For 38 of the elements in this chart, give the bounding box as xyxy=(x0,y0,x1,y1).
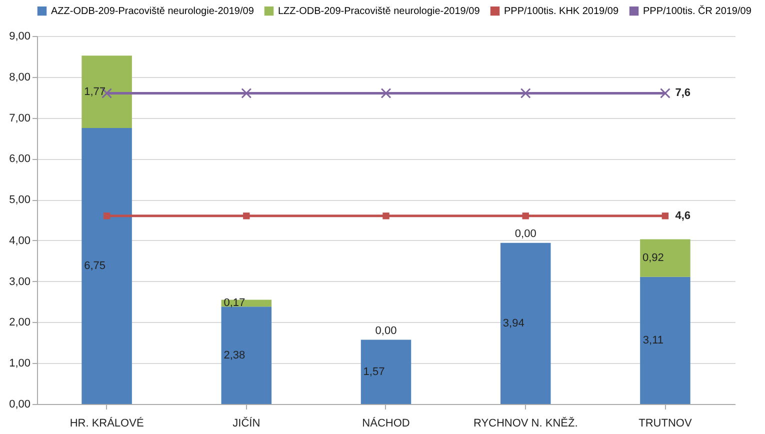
bar xyxy=(500,242,551,404)
legend-label: PPP/100tis. ČR 2019/09 xyxy=(643,5,752,18)
x-tick-label: TRUTNOV xyxy=(638,418,692,430)
y-tick-label: 5,00 xyxy=(9,194,30,206)
data-label: 4,6 xyxy=(675,210,690,222)
data-label: 1,57 xyxy=(363,366,385,378)
y-tick-label: 7,00 xyxy=(9,112,30,124)
x-tick-label: JIČÍN xyxy=(232,416,260,430)
bar xyxy=(82,56,132,128)
legend-label: LZZ-ODB-209-Pracoviště neurologie-2019/09 xyxy=(278,6,480,18)
data-label: 2,38 xyxy=(224,349,246,362)
data-label: 6,75 xyxy=(84,260,106,272)
y-tick-label: 3,00 xyxy=(9,276,30,288)
bar xyxy=(82,128,132,404)
y-tick-label: 8,00 xyxy=(9,71,30,84)
data-label: 3,94 xyxy=(502,317,524,330)
y-tick-label: 2,00 xyxy=(9,316,30,329)
data-label: 0,92 xyxy=(642,252,664,264)
y-tick-label: 0,00 xyxy=(9,398,30,410)
data-label: 7,6 xyxy=(675,87,690,100)
y-tick-label: 6,00 xyxy=(9,153,30,166)
data-label: 0,17 xyxy=(224,297,246,310)
bar xyxy=(360,340,412,404)
data-label: 0,00 xyxy=(514,228,536,240)
x-tick-label: RYCHNOV N. KNĚŽ. xyxy=(473,416,578,430)
data-label: 1,77 xyxy=(84,86,106,98)
legend-label: AZZ-ODB-209-Pracoviště neurologie-2019/09 xyxy=(51,6,254,18)
y-tick-label: 1,00 xyxy=(9,358,30,370)
x-tick-label: NÁCHOD xyxy=(362,416,410,430)
bar xyxy=(640,276,690,404)
data-label: 0,00 xyxy=(375,324,397,337)
data-label: 3,11 xyxy=(642,334,664,346)
y-tick-label: 4,00 xyxy=(9,234,30,247)
legend-label: PPP/100tis. KHK 2019/09 xyxy=(504,6,619,18)
y-tick-label: 9,00 xyxy=(9,30,30,42)
bar xyxy=(640,239,690,277)
x-tick-label: HR. KRÁLOVÉ xyxy=(70,416,144,430)
bar xyxy=(221,306,272,404)
